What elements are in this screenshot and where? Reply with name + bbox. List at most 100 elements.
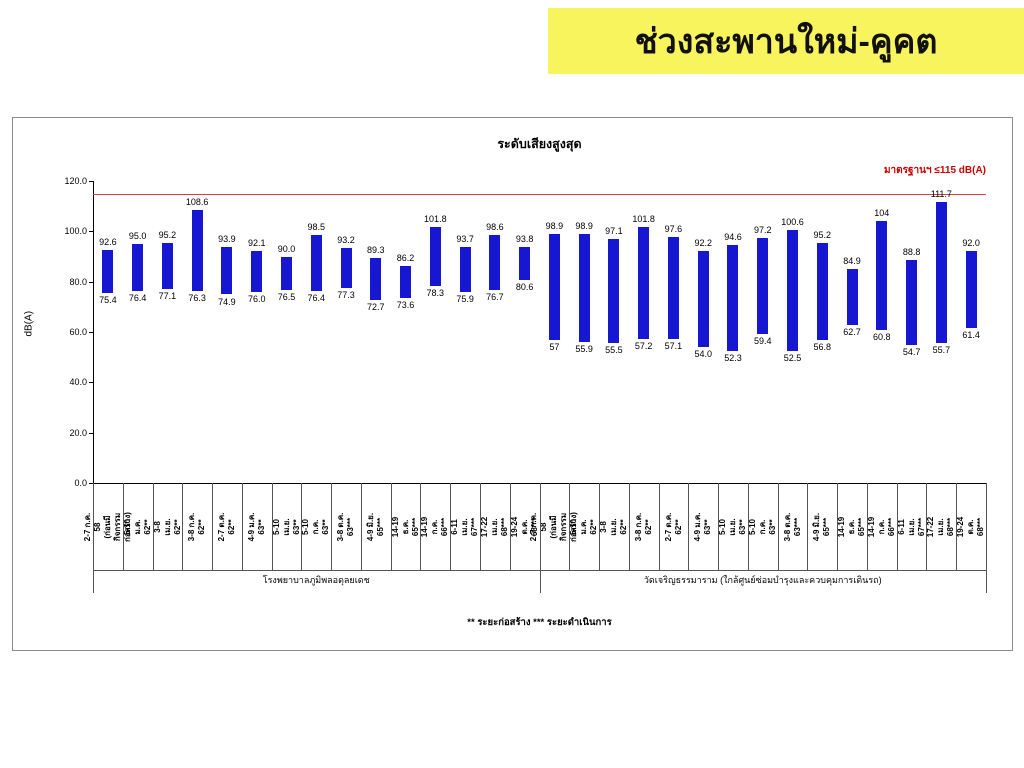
bar-max-label: 101.8 xyxy=(632,213,655,224)
range-bar xyxy=(965,251,977,329)
bar-max-label: 101.8 xyxy=(424,213,447,224)
bar-min-label: 73.6 xyxy=(396,299,415,310)
x-tick-label: 4-9 ม.ค. 63** xyxy=(242,484,272,570)
range-bar xyxy=(727,244,739,352)
x-tick-text: 3-8 ต.ค. 63*** xyxy=(336,512,356,542)
bar-max-label: 97.6 xyxy=(664,224,683,235)
x-tick-label: 4-9 มิ.ย. 65*** xyxy=(361,484,391,570)
y-axis-title: dB(A) xyxy=(23,310,35,337)
bar-min-label: 57.2 xyxy=(634,341,653,352)
bar-min-label: 76.0 xyxy=(247,293,266,304)
x-tick-text: 3-8 ก.ค. 62** xyxy=(633,512,653,542)
bar-min-label: 57 xyxy=(549,341,560,352)
category-separator xyxy=(152,483,154,570)
bar-max-label: 97.2 xyxy=(753,225,772,236)
range-bar xyxy=(280,256,292,291)
y-tick-label: 40.0 xyxy=(69,377,87,388)
range-bar xyxy=(519,246,531,281)
range-bar xyxy=(667,237,679,340)
x-tick-label: 3-8 ต.ค. 63*** xyxy=(331,484,361,570)
x-tick-label: 5-10 ม.ค. 62** xyxy=(569,484,599,570)
bar-min-label: 56.8 xyxy=(813,342,832,353)
bar-min-label: 61.4 xyxy=(962,330,980,341)
x-tick-label: 3-8 ก.ค. 62** xyxy=(629,484,659,570)
category-separator xyxy=(301,483,303,570)
x-tick-label: 2-7 ต.ค. 62** xyxy=(659,484,689,570)
category-separator xyxy=(331,483,333,570)
bar-max-label: 98.9 xyxy=(575,221,593,232)
range-bar xyxy=(876,221,888,330)
category-separator xyxy=(569,483,571,570)
bar-max-label: 92.0 xyxy=(962,238,980,249)
x-tick-label: 3-8 ก.ค. 62** xyxy=(182,484,212,570)
x-tick-label: 2-7 ก.ค. 58 (ก่อนมีกิจกรรมก่อสร้าง) xyxy=(529,484,578,570)
range-bar xyxy=(429,226,441,286)
range-bar xyxy=(757,238,769,334)
x-tick-text: 6-11 เม.ย. 67*** xyxy=(450,517,480,537)
range-bar xyxy=(935,201,947,343)
bar-max-label: 86.2 xyxy=(396,253,415,264)
x-tick-label: 4-9 ม.ค. 63** xyxy=(688,484,718,570)
x-tick-text: 4-9 มิ.ย. 65*** xyxy=(812,512,832,542)
bar-max-label: 93.9 xyxy=(218,233,236,244)
x-tick-label: 3-8 เม.ย. 62** xyxy=(152,484,183,570)
bar-max-label: 95.2 xyxy=(813,230,832,241)
x-tick-text: 4-9 มิ.ย. 65*** xyxy=(365,512,385,542)
category-separator xyxy=(241,483,243,570)
bar-max-label: 93.7 xyxy=(456,234,474,245)
x-tick-text: 3-8 ต.ค. 63*** xyxy=(782,512,802,542)
bar-max-label: 104 xyxy=(874,208,890,219)
x-tick-label: 6-11 เม.ย. 67*** xyxy=(897,484,927,570)
x-tick-label: 19-24 ต.ค. 68*** xyxy=(956,484,986,570)
category-separator xyxy=(122,483,124,570)
x-tick-label: 5-10 เม.ย. 63** xyxy=(718,484,748,570)
bar-min-label: 52.3 xyxy=(724,353,742,364)
bar-min-label: 62.7 xyxy=(843,327,861,338)
bar-max-label: 108.6 xyxy=(185,196,209,207)
x-tick-text: 5-10 เม.ย. 63** xyxy=(271,518,301,536)
bar-max-label: 95.0 xyxy=(128,230,147,241)
bar-min-label: 52.5 xyxy=(783,352,802,363)
x-tick-label: 5-10 ก.ค. 63** xyxy=(301,484,331,570)
range-bar xyxy=(638,226,650,340)
x-tick-text: 3-8 เม.ย. 62** xyxy=(152,518,182,536)
x-tick-text: 3-8 เม.ย. 62** xyxy=(598,518,628,536)
category-separator xyxy=(182,483,184,570)
x-tick-text: 6-11 เม.ย. 67*** xyxy=(896,517,926,537)
x-tick-label: 5-10 ม.ค. 62** xyxy=(123,484,153,570)
category-separator xyxy=(956,483,958,570)
bar-max-label: 84.9 xyxy=(843,256,861,267)
x-tick-label: 5-10 ก.ค. 63** xyxy=(748,484,778,570)
range-bar xyxy=(400,266,412,298)
group-label: วัดเจริญธรรมาราม (ใกล้ศูนย์ซ่อมบำรุงและค… xyxy=(643,575,882,585)
bar-min-label: 75.4 xyxy=(99,295,117,306)
category-separator xyxy=(271,483,273,570)
x-tick-text: 14-19 ก.ค. 66*** xyxy=(420,516,450,538)
range-bar xyxy=(459,247,471,292)
category-separator xyxy=(837,483,839,570)
bar-min-label: 55.5 xyxy=(605,345,623,356)
category-separator xyxy=(360,483,362,570)
x-tick-label: 5-10 เม.ย. 63** xyxy=(271,484,302,570)
bar-min-label: 76.4 xyxy=(307,292,326,303)
y-tick-label: 120.0 xyxy=(64,176,87,186)
bar-max-label: 94.6 xyxy=(724,231,742,242)
range-bar xyxy=(608,238,620,344)
y-tick-label: 20.0 xyxy=(69,427,87,438)
bar-min-label: 76.4 xyxy=(128,292,147,303)
bar-max-label: 92.2 xyxy=(694,237,712,248)
bar-min-label: 76.3 xyxy=(188,292,206,303)
category-separator xyxy=(896,483,898,570)
x-tick-label: 17-22 เม.ย. 68*** xyxy=(480,484,510,570)
x-tick-text: 5-10 ก.ค. 63** xyxy=(301,518,331,536)
category-separator xyxy=(718,483,720,570)
x-tick-label: 14-19 ก.ค. 66*** xyxy=(420,484,450,570)
category-separator xyxy=(747,483,749,570)
bar-max-label: 98.5 xyxy=(307,222,326,233)
bar-min-label: 76.5 xyxy=(277,292,296,303)
range-bar xyxy=(697,250,709,348)
bar-min-label: 80.6 xyxy=(515,282,534,293)
x-tick-label: 4-9 มิ.ย. 65*** xyxy=(807,484,837,570)
x-tick-label: 14-19 ธ.ค. 65*** xyxy=(391,484,421,570)
y-tick-mark xyxy=(89,281,93,283)
